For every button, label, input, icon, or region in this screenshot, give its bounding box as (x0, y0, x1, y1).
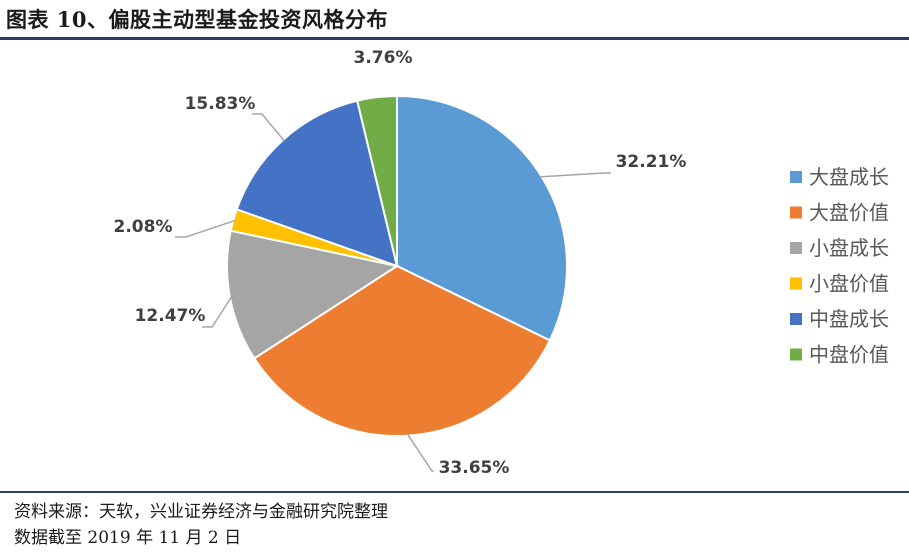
legend-label-2: 大盘价值 (809, 201, 889, 225)
pie-slice-6 (356, 94, 398, 267)
legend-label-1: 大盘成长 (809, 165, 889, 189)
legend-label-6: 中盘价值 (809, 343, 889, 367)
data-label-3: 12.47% (135, 306, 206, 326)
data-label-2: 33.65% (439, 458, 510, 478)
leader-lines (175, 113, 611, 472)
pie-slice-3 (226, 229, 400, 360)
data-label-1: 32.21% (616, 152, 687, 172)
title-divider (0, 37, 909, 40)
data-labels: 32.21% 33.65% 12.47% 2.08% 15.83% 3.76% (114, 48, 687, 478)
legend-swatch-2 (790, 206, 802, 219)
figure-title: 图表 10、偏股主动型基金投资风格分布 (6, 7, 389, 32)
pie-slice-2 (252, 264, 552, 437)
data-label-5: 15.83% (185, 94, 256, 114)
data-label-6: 3.76% (354, 48, 413, 68)
data-label-4: 2.08% (114, 217, 173, 237)
legend-label-4: 小盘价值 (809, 272, 889, 296)
data-date-note: 数据截至 2019 年 11 月 2 日 (14, 528, 242, 548)
pie-slices (226, 94, 568, 437)
legend-swatch-4 (790, 277, 802, 290)
leader-line-4 (175, 219, 236, 238)
pie-chart: 32.21%33.65%12.47%2.08%15.83%3.76% 大盘成长大… (114, 48, 889, 478)
leader-line-3 (202, 296, 233, 328)
legend-swatch-5 (790, 313, 802, 325)
pie-slice-1 (396, 94, 568, 342)
source-divider (0, 491, 909, 493)
legend-swatch-1 (790, 171, 802, 183)
legend-swatch-6 (790, 348, 802, 361)
leader-line-1 (539, 172, 611, 178)
leader-line-2 (406, 433, 434, 472)
leader-line-5 (252, 113, 286, 142)
legend-swatch-3 (790, 242, 802, 254)
legend-label-3: 小盘成长 (809, 236, 889, 260)
source-note: 资料来源：天软，兴业证券经济与金融研究院整理 (14, 502, 388, 522)
legend-label-5: 中盘成长 (809, 307, 889, 331)
